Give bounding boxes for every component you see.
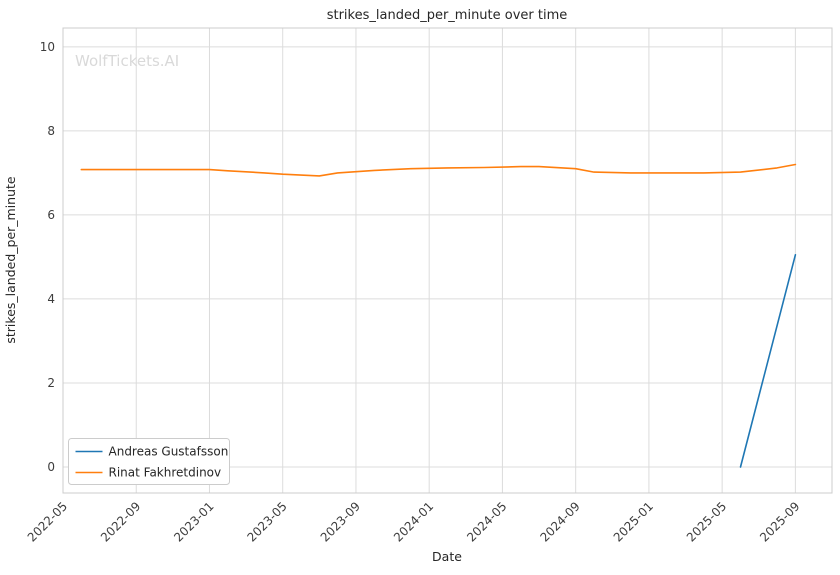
y-tick-label: 2 [47, 376, 55, 390]
y-tick-label: 8 [47, 124, 55, 138]
plot-border [62, 27, 833, 494]
series-line-andreas-gustafsson [739, 254, 797, 468]
y-tick-label: 0 [47, 460, 55, 474]
x-tick-label: 2025-09 [757, 499, 802, 544]
legend: Andreas Gustafsson Rinat Fakhretdinov [68, 438, 230, 485]
chart-title: strikes_landed_per_minute over time [327, 8, 568, 23]
legend-label: Rinat Fakhretdinov [109, 466, 222, 480]
watermark: WolfTickets.AI [75, 52, 179, 70]
x-tick-label: 2022-05 [25, 499, 70, 544]
x-tick-label: 2024-01 [391, 499, 436, 544]
y-tick-label: 6 [47, 208, 55, 222]
y-axis-label: strikes_landed_per_minute [3, 176, 18, 344]
x-tick-label: 2022-09 [98, 499, 143, 544]
x-tick-label: 2024-09 [537, 499, 582, 544]
y-tick-label: 10 [40, 40, 55, 54]
x-tick-label: 2023-09 [318, 499, 363, 544]
grid-layer [62, 28, 832, 493]
x-tick-label: 2024-05 [464, 499, 509, 544]
y-tick-label: 4 [47, 292, 55, 306]
x-tick-label: 2025-05 [684, 499, 729, 544]
x-tick-label: 2023-05 [244, 499, 289, 544]
legend-label: Andreas Gustafsson [109, 445, 229, 459]
x-tick-label: 2025-01 [611, 499, 656, 544]
x-axis-label: Date [432, 549, 462, 564]
series-layer [80, 163, 797, 468]
legend-box [68, 438, 230, 485]
x-tick-label: 2023-01 [171, 499, 216, 544]
series-line-rinat-fakhretdinov [80, 163, 797, 177]
